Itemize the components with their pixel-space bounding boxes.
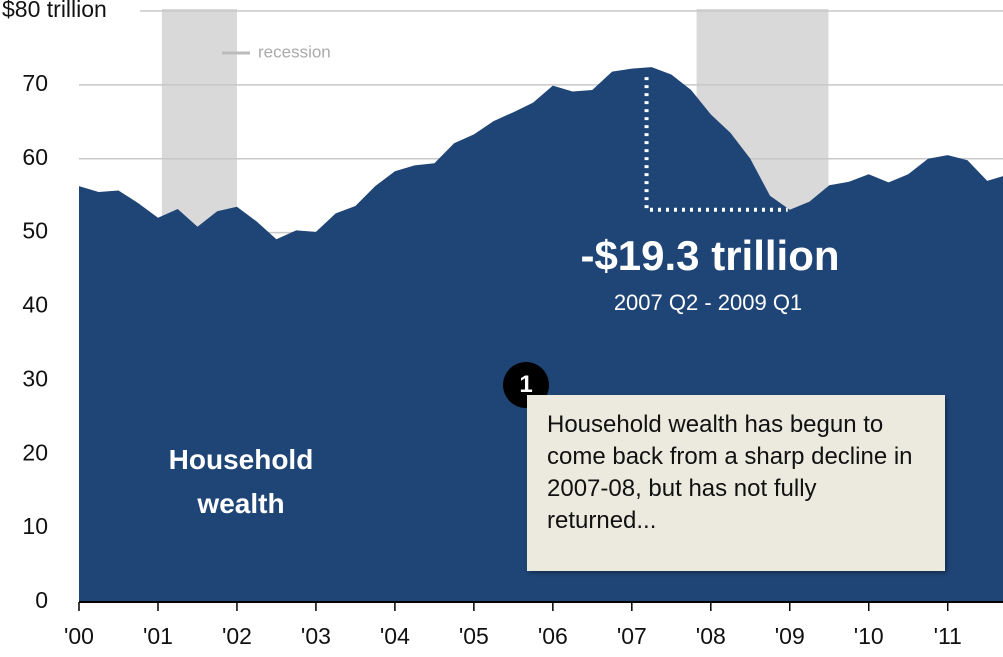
y-tick-label: 0: [35, 587, 48, 613]
x-tick-label: '05: [459, 623, 489, 649]
x-tick-label: '04: [380, 623, 410, 649]
callout-text: Household wealth has begun to come back …: [527, 395, 945, 571]
x-tick-label: '08: [696, 623, 726, 649]
y-tick-label: 30: [22, 365, 48, 391]
y-tick-label: 20: [22, 439, 48, 465]
y-tick-label: 40: [22, 292, 48, 318]
x-tick-label: '09: [775, 623, 805, 649]
x-tick-label: '10: [854, 623, 884, 649]
x-tick-label: '01: [143, 623, 173, 649]
y-tick-label: 60: [22, 144, 48, 170]
x-tick-label: '06: [538, 623, 568, 649]
series-label-line: wealth: [196, 488, 284, 519]
annotation-period: 2007 Q2 - 2009 Q1: [614, 290, 802, 315]
x-tick-label: '03: [301, 623, 331, 649]
y-tick-label: $80 trillion: [2, 0, 107, 22]
x-tick-label: '00: [64, 623, 94, 649]
x-tick-label: '11: [934, 623, 962, 649]
y-tick-label: 70: [22, 70, 48, 96]
x-tick-label: '07: [617, 623, 647, 649]
series-label: Household wealth: [169, 444, 314, 519]
legend-label: recession: [258, 42, 331, 61]
decline-guide: [644, 77, 788, 212]
series-label-line: Household: [169, 444, 314, 475]
y-tick-label: 10: [22, 513, 48, 539]
x-tick-label: '02: [222, 623, 252, 649]
y-tick-label: 50: [22, 218, 48, 244]
annotation-value: -$19.3 trillion: [580, 232, 839, 279]
